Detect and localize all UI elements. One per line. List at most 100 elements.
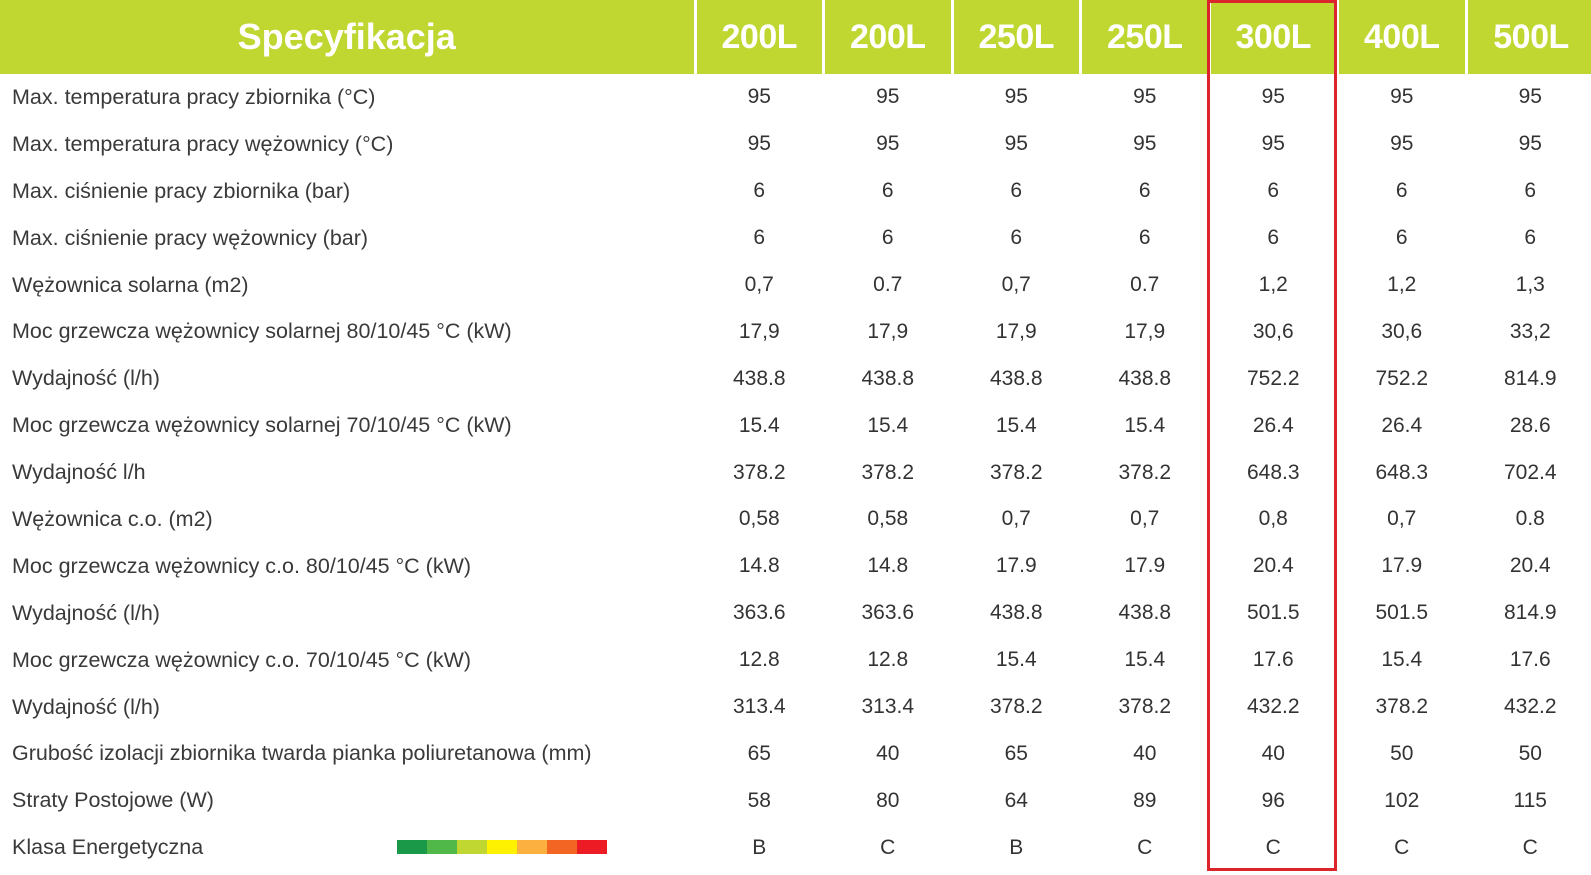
value-cell: 17,9	[1124, 319, 1166, 343]
row-label: Wężownica c.o. (m2)	[0, 496, 695, 543]
value-cell: 438.8	[989, 601, 1043, 625]
table-body: Max. temperatura pracy zbiornika (°C) 95 9…	[0, 74, 1591, 871]
row-label-text: Max. ciśnienie pracy wężownicy (bar)	[12, 225, 369, 250]
energy-scale-segment	[547, 840, 577, 855]
value-cell: 95	[1004, 132, 1028, 156]
value-cell: 65	[1004, 741, 1028, 765]
row-label-text: Max. temperatura pracy zbiornika (°C)	[12, 84, 376, 109]
row-label: Klasa Energetyczna	[0, 824, 695, 871]
energy-scale-segment	[397, 840, 427, 855]
value-cell: 95	[747, 85, 771, 109]
row-label: Grubość izolacji zbiornika twarda pianka…	[0, 730, 695, 777]
value-cell: 95	[1390, 85, 1414, 109]
value-cell: 378.2	[989, 460, 1043, 484]
row-label: Moc grzewcza wężownicy c.o. 80/10/45 °C …	[0, 543, 695, 590]
value-cell: 6	[753, 179, 766, 203]
column-header-300l: 300L	[1207, 0, 1338, 74]
value-cell: 12.8	[867, 648, 909, 672]
value-cell: 15.4	[1381, 648, 1423, 672]
value-cell: 313.4	[732, 695, 786, 719]
value-cell: 14.8	[867, 554, 909, 578]
energy-scale-segment	[487, 840, 517, 855]
value-cell: 752.2	[1375, 366, 1429, 390]
value-cell: 378.2	[1375, 695, 1429, 719]
value-cell: C	[1265, 835, 1281, 859]
value-cell: 6	[1267, 226, 1280, 250]
table-row: Wężownica c.o. (m2) 0,58 0,58 0,7 0,7 0,8 0,7 0…	[0, 496, 1591, 543]
value-cell: 0,7	[1001, 507, 1031, 531]
value-cell: 313.4	[861, 695, 915, 719]
value-cell: 115	[1513, 788, 1547, 812]
value-cell: 95	[1261, 85, 1285, 109]
value-cell: 89	[1133, 788, 1157, 812]
table-row: Wydajność (l/h) 313.4 313.4 378.2 378.2 432.2…	[0, 684, 1591, 731]
value-cell: 95	[876, 132, 900, 156]
column-header-500l: 500L	[1464, 0, 1591, 74]
value-cell: 6	[1138, 179, 1151, 203]
energy-class-scale	[397, 840, 607, 855]
value-cell: 438.8	[1118, 601, 1172, 625]
value-cell: 1,2	[1258, 273, 1288, 296]
value-cell: 378.2	[1118, 695, 1172, 719]
value-cell: 80	[876, 788, 900, 812]
row-label-text: Wydajność (l/h)	[12, 694, 160, 719]
value-cell: 95	[1004, 85, 1028, 109]
value-cell: 0.7	[1130, 273, 1160, 296]
row-label-text: Wydajność (l/h)	[12, 600, 160, 625]
value-cell: 64	[1004, 788, 1028, 812]
value-cell: 65	[747, 741, 771, 765]
energy-scale-segment	[577, 840, 607, 855]
value-cell: C	[1137, 835, 1153, 859]
row-label-text: Max. temperatura pracy wężownicy (°C)	[12, 131, 394, 156]
value-cell: 0,8	[1258, 507, 1288, 531]
table-row: Max. ciśnienie pracy zbiornika (bar) 6 6 6 6…	[0, 168, 1591, 215]
value-cell: 0.8	[1515, 507, 1545, 531]
value-cell: C	[1522, 835, 1538, 859]
value-cell: 0,58	[867, 507, 909, 531]
value-cell: 1,2	[1387, 273, 1417, 296]
value-cell: 50	[1390, 741, 1414, 765]
value-cell: 501.5	[1375, 601, 1429, 625]
value-cell: 95	[747, 132, 771, 156]
row-label: Wydajność (l/h)	[0, 684, 695, 731]
value-cell: B	[1009, 835, 1024, 859]
value-cell: 378.2	[732, 460, 786, 484]
value-cell: 378.2	[861, 460, 915, 484]
value-cell: 648.3	[1375, 460, 1429, 484]
row-label: Wydajność (l/h)	[0, 590, 695, 637]
value-cell: 438.8	[732, 366, 786, 390]
value-cell: 15.4	[738, 413, 780, 437]
value-cell: 30,6	[1381, 319, 1423, 343]
column-header-250l-b: 250L	[1079, 0, 1209, 74]
row-label: Moc grzewcza wężownicy solarnej 80/10/45…	[0, 308, 695, 355]
row-label: Moc grzewcza wężownicy solarnej 70/10/45…	[0, 402, 695, 449]
value-cell: 95	[1133, 85, 1157, 109]
value-cell: 40	[876, 741, 900, 765]
value-cell: 378.2	[989, 695, 1043, 719]
table-row: Straty Postojowe (W) 58 80 64 89 96 102 115	[0, 777, 1591, 824]
value-cell: 6	[1524, 226, 1537, 250]
value-cell: 26.4	[1381, 413, 1423, 437]
value-cell: 17.9	[1124, 554, 1166, 578]
value-cell: 0,58	[738, 507, 780, 531]
row-label-text: Grubość izolacji zbiornika twarda pianka…	[12, 741, 592, 766]
value-cell: 438.8	[861, 366, 915, 390]
value-cell: 28.6	[1509, 413, 1551, 437]
row-label-text: Moc grzewcza wężownicy c.o. 70/10/45 °C …	[12, 647, 472, 672]
table-row: Moc grzewcza wężownicy c.o. 70/10/45 °C …	[0, 637, 1591, 684]
value-cell: 40	[1133, 741, 1157, 765]
value-cell: 17.9	[1381, 554, 1423, 578]
value-cell: 0,7	[744, 273, 774, 296]
table-row: Moc grzewcza wężownicy solarnej 80/10/45…	[0, 308, 1591, 355]
value-cell: 15.4	[1124, 648, 1166, 672]
energy-scale-segment	[427, 840, 457, 855]
value-cell: 15.4	[995, 413, 1037, 437]
value-cell: 6	[753, 226, 766, 250]
value-cell: 6	[881, 179, 894, 203]
row-label-text: Moc grzewcza wężownicy solarnej 70/10/45…	[12, 413, 512, 438]
column-header-200l-b: 200L	[822, 0, 952, 74]
value-cell: 0.7	[873, 273, 903, 296]
energy-scale-segment	[517, 840, 547, 855]
column-header-250l-a: 250L	[950, 0, 1081, 74]
